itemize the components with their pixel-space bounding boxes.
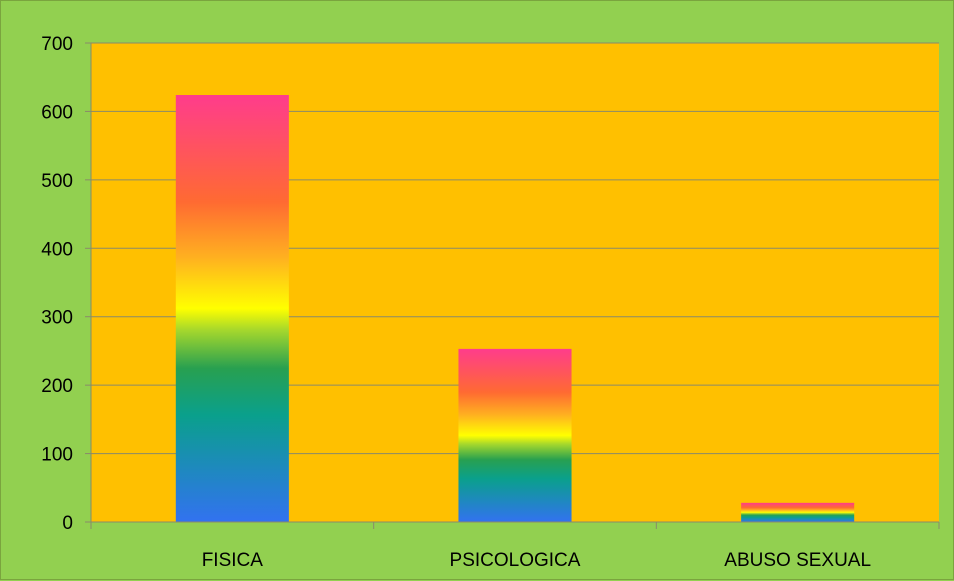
x-tick-label-abuso-sexual: ABUSO SEXUAL (724, 550, 871, 571)
y-tick-label-400: 400 (41, 239, 73, 260)
y-tick-label-500: 500 (41, 171, 73, 192)
x-axis: FISICA PSICOLOGICA ABUSO SEXUAL (90, 521, 940, 571)
bars (175, 95, 855, 523)
x-tick-label-fisica: FISICA (202, 550, 264, 571)
bar-fisica (175, 95, 289, 523)
y-axis: 0 100 200 300 400 500 600 700 (41, 34, 92, 534)
y-tick-label-700: 700 (41, 34, 73, 55)
x-tick-label-psicologica: PSICOLOGICA (450, 550, 581, 571)
y-tick-label-200: 200 (41, 376, 73, 397)
bar-psicologica (458, 348, 572, 522)
y-tick-label-0: 0 (62, 513, 73, 534)
y-tick-label-600: 600 (41, 102, 73, 123)
y-tick-label-300: 300 (41, 308, 73, 329)
bar-abuso-sexual (741, 502, 855, 522)
y-tick-label-100: 100 (41, 445, 73, 466)
